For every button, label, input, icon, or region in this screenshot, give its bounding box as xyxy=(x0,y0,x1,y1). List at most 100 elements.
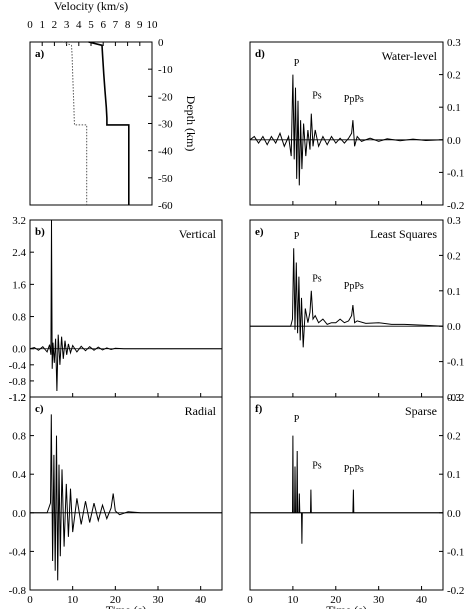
y-tick-label: 3.2 xyxy=(12,215,26,227)
plot-frame xyxy=(249,396,444,591)
y-tick-label: 2.4 xyxy=(12,247,26,259)
x-tick-label: 20 xyxy=(110,594,122,606)
x-tick-label: 6 xyxy=(100,19,106,31)
y-tick-label: 0.3 xyxy=(447,215,461,227)
x-tick-label: 20 xyxy=(330,594,342,606)
plot-frame xyxy=(29,396,223,591)
phase-label: P xyxy=(294,58,300,69)
y-tick-label: 0.3 xyxy=(447,392,461,404)
plot-frame xyxy=(249,219,444,398)
x-axis-label: Velocity (km/s) xyxy=(54,0,128,13)
y-tick-label: -20 xyxy=(158,91,173,103)
y-tick-label: 0.2 xyxy=(447,70,461,82)
y-tick-label: -0.1 xyxy=(447,546,464,558)
y-tick-label: 0.1 xyxy=(447,286,461,298)
x-tick-label: 10 xyxy=(287,594,299,606)
phase-label: PpPs xyxy=(344,464,364,475)
panel-title: Water-level xyxy=(382,49,438,63)
panel-label: a) xyxy=(35,48,45,60)
phase-label: PpPs xyxy=(344,94,364,105)
y-tick-label: -0.8 xyxy=(9,585,27,597)
least-squares-panel: 0.3 0.2 0.1 0.0 -0.1 -0.2 e) Least Squares P Ps Pp… xyxy=(249,215,464,404)
y-tick-label: 0.0 xyxy=(447,135,461,147)
x-tick-label: 3 xyxy=(64,19,70,31)
trace-line xyxy=(250,248,444,348)
trace-line xyxy=(29,219,222,392)
phase-label: P xyxy=(294,231,300,242)
panel-label: f) xyxy=(255,403,263,415)
y-tick-label: -60 xyxy=(158,200,173,212)
panel-label: c) xyxy=(35,403,44,415)
y-tick-label: 0.3 xyxy=(447,37,461,49)
y-tick-label: -0.4 xyxy=(9,546,27,558)
y-tick-label: -50 xyxy=(158,173,173,185)
panel-title: Vertical xyxy=(179,227,217,241)
plot-frame xyxy=(29,219,223,398)
panel-label: b) xyxy=(35,226,45,238)
x-tick-label: 0 xyxy=(27,19,33,31)
y-tick-label: -0.2 xyxy=(447,200,464,212)
x-axis-label: Time (s) xyxy=(326,603,367,609)
panel-title: Radial xyxy=(185,404,217,418)
trace-line xyxy=(249,74,444,186)
y-tick-label: -30 xyxy=(158,119,173,131)
x-tick-label: 30 xyxy=(153,594,165,606)
phase-label: Ps xyxy=(312,460,322,471)
panel-title: Sparse xyxy=(405,404,437,418)
panel-label: e) xyxy=(255,226,264,238)
y-tick-label: -1.2 xyxy=(9,392,26,404)
x-tick-label: 9 xyxy=(137,19,143,31)
y-tick-label: 0.2 xyxy=(447,431,461,443)
y-tick-label: -0.1 xyxy=(447,167,464,179)
x-tick-label: 10 xyxy=(67,594,79,606)
y-tick-label: -40 xyxy=(158,146,173,158)
plot-frame xyxy=(29,41,153,206)
y-tick-label: 0.8 xyxy=(12,312,26,324)
x-tick-label: 1 xyxy=(39,19,45,31)
plot-frame xyxy=(249,41,444,206)
panel-title: Least Squares xyxy=(370,227,437,241)
y-tick-label: -10 xyxy=(158,64,173,76)
y-tick-label: 1.6 xyxy=(12,279,26,291)
y-tick-label: 0.2 xyxy=(447,250,461,262)
water-level-panel: 0.3 0.2 0.1 0.0 -0.1 -0.2 d) Water-level P Ps PpPs xyxy=(249,37,464,212)
y-axis-label: Depth (km) xyxy=(184,96,198,152)
y-tick-label: 0.8 xyxy=(12,431,26,443)
y-tick-label: -0.1 xyxy=(447,357,464,369)
vp-profile-line xyxy=(88,41,130,205)
x-tick-label: 7 xyxy=(113,19,119,31)
y-tick-label: -0.4 xyxy=(9,360,27,372)
x-tick-label: 8 xyxy=(125,19,131,31)
sparse-panel: 0.3 0.2 0.1 0.0 -0.1 -0.2 0 10 20 30 40 f) Sparse P Ps… xyxy=(247,392,464,609)
y-tick-label: 0.4 xyxy=(12,469,26,481)
x-tick-label: 4 xyxy=(76,19,82,31)
radial-seismogram-panel: 1.2 0.8 0.4 0.0 -0.4 -0.80 10 20 30 40 c) Radial Tim… xyxy=(9,392,223,609)
phase-label: Ps xyxy=(312,91,322,102)
phase-label: Ps xyxy=(312,274,322,285)
y-tick-label: 0.1 xyxy=(447,469,461,481)
y-tick-label: 0 xyxy=(158,37,164,49)
y-tick-label: 0.0 xyxy=(12,344,26,356)
y-tick-label: 0.1 xyxy=(447,102,461,114)
y-tick-label: 0.0 xyxy=(12,508,26,520)
panel-label: d) xyxy=(255,48,265,60)
y-tick-label: -0.2 xyxy=(447,392,464,404)
phase-label: PpPs xyxy=(344,281,364,292)
trace-line xyxy=(30,414,222,581)
x-tick-label: 40 xyxy=(416,594,428,606)
x-tick-label: 0 xyxy=(27,594,33,606)
y-tick-label: 1.2 xyxy=(12,392,26,404)
vertical-seismogram-panel: 3.2 2.4 1.6 0.8 0.0 -0.4 -0.8 -1.2 b) Vertical xyxy=(9,215,223,404)
x-tick-label: 10 xyxy=(147,19,159,31)
y-tick-label: 0.0 xyxy=(447,321,461,333)
y-tick-label: -0.2 xyxy=(447,585,464,597)
x-tick-label: 0 xyxy=(247,594,253,606)
phase-label: P xyxy=(294,414,300,425)
x-tick-label: 2 xyxy=(52,19,58,31)
trace-line xyxy=(250,435,443,544)
vs-profile-line xyxy=(62,41,88,205)
x-axis-label: Time (s) xyxy=(106,603,147,609)
y-tick-label: 0.0 xyxy=(447,508,461,520)
